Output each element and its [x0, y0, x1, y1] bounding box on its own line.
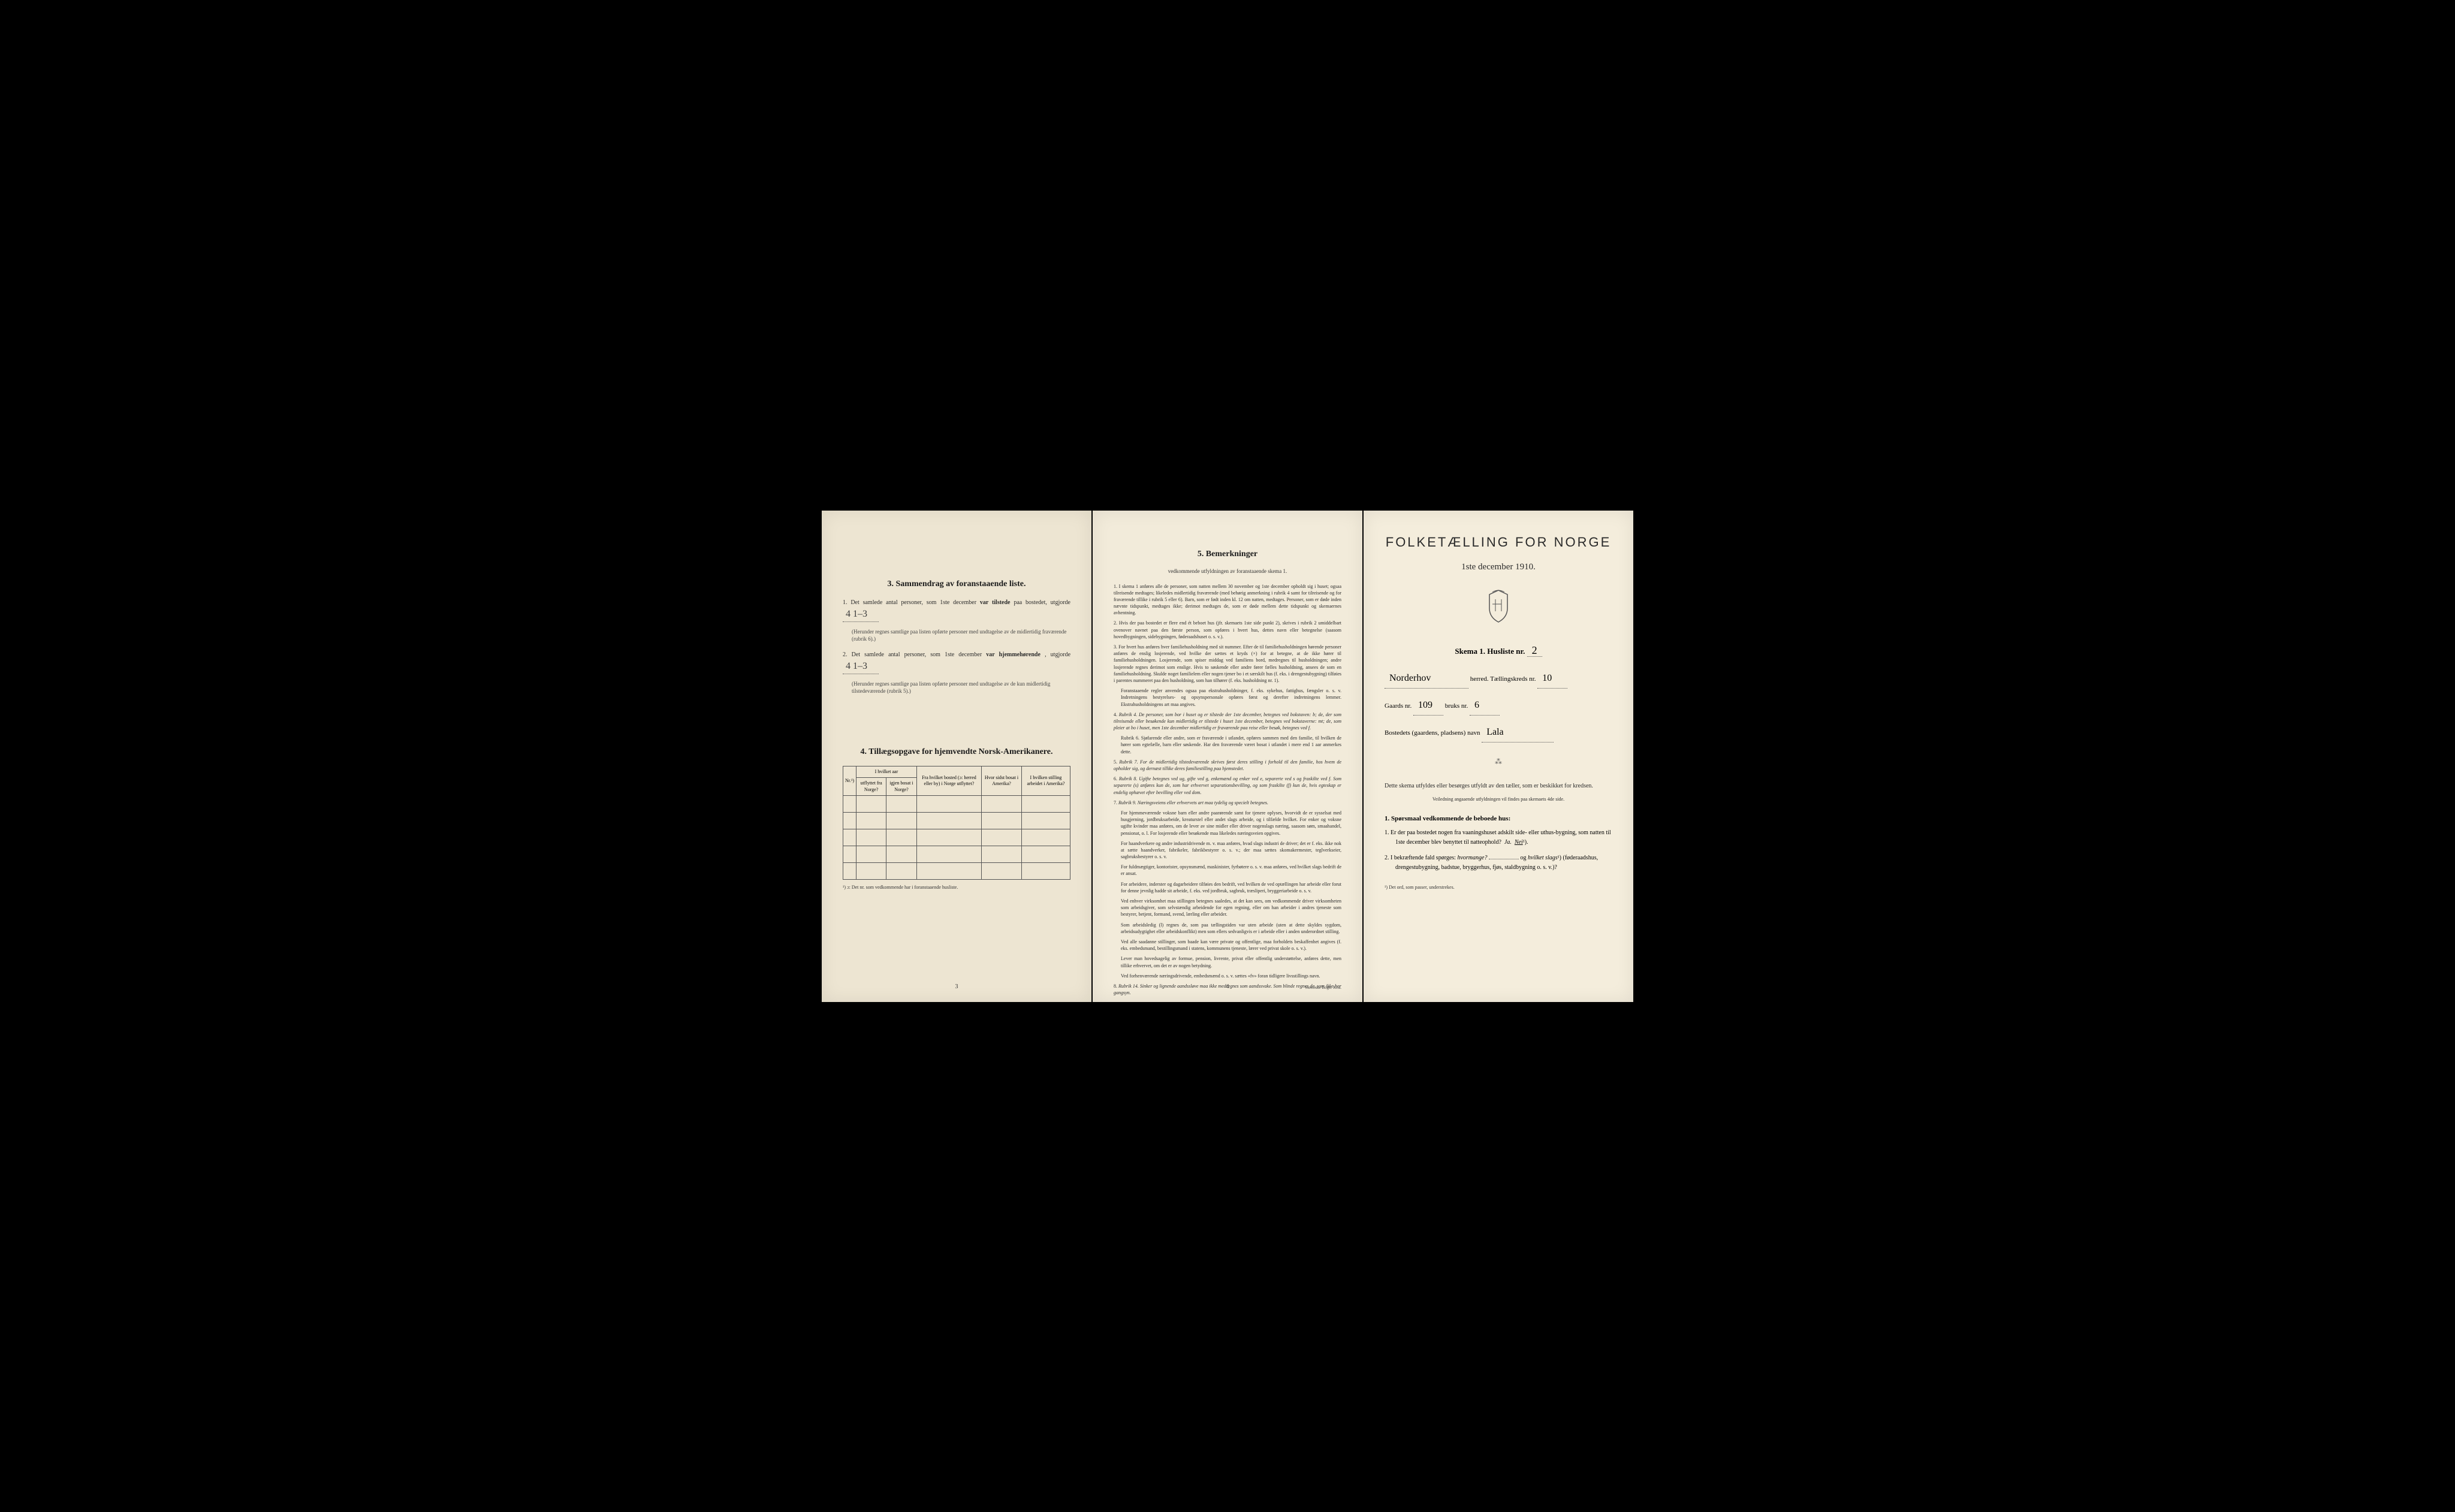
hjemmehorende-count: 4 1–3 [843, 659, 879, 674]
main-instruction: Dette skema utfyldes eller besørges utfy… [1385, 781, 1612, 791]
remark-7-p2: For haandverkere og andre industridriven… [1121, 840, 1341, 861]
page-cover: FOLKETÆLLING FOR NORGE 1ste december 191… [1364, 511, 1633, 1002]
section-3-item-2: 2. Det samlede antal personer, som 1ste … [843, 650, 1070, 674]
remark-7-p9: Ved forhenværende næringsdrivende, embed… [1121, 973, 1341, 979]
th-igjen-bosat: igjen bosat i Norge? [886, 778, 917, 796]
th-hvilket-aar: I hvilket aar [856, 766, 917, 777]
census-title: FOLKETÆLLING FOR NORGE [1385, 535, 1612, 550]
remark-3: 3. For hvert hus anføres hver familiehus… [1114, 644, 1341, 684]
bosted-value: Lala [1482, 723, 1554, 743]
section-5-heading: 5. Bemerkninger [1114, 550, 1341, 559]
remark-1: 1. I skema 1 anføres alle de personer, s… [1114, 583, 1341, 617]
table-footnote: ¹) ɔ: Det nr. som vedkommende har i fora… [843, 885, 1070, 890]
printer-credit: Steen'ske Bogtr. Kr.a. [1305, 985, 1341, 990]
herred-value: Norderhov [1385, 669, 1468, 689]
remark-7: 7. Rubrik 9. Næringsveiens eller erhverv… [1114, 799, 1341, 806]
remark-7-p4: For arbeidere, inderster og dagarbeidere… [1121, 881, 1341, 894]
remark-7-p1: For hjemmeværende voksne barn eller andr… [1121, 810, 1341, 837]
th-hvor-sidst: Hvor sidst bosat i Amerika? [982, 766, 1022, 795]
remark-7-p3: For fuldmægtiger, kontorister, opsynsmæn… [1121, 864, 1341, 877]
remark-2: 2. Hvis der paa bostedet er flere end ét… [1114, 620, 1341, 640]
table-row [843, 829, 1070, 846]
norsk-amerikanere-table: Nr.¹) I hvilket aar Fra hvilket bosted (… [843, 766, 1070, 880]
section-5-sub: vedkommende utfyldningen av foranstaaend… [1114, 568, 1341, 574]
answer-ja: Ja. [1504, 839, 1512, 846]
section-4-heading: 4. Tillægsopgave for hjemvendte Norsk-Am… [843, 747, 1070, 757]
th-hvilken-stilling: I hvilken stilling arbeidet i Amerika? [1022, 766, 1070, 795]
remark-3-extra: Foranstaaende regler anvendes ogsaa paa … [1121, 687, 1341, 708]
questions-heading: 1. Spørsmaal vedkommende de beboede hus: [1385, 815, 1612, 822]
answer-nei: Nei [1515, 839, 1523, 846]
page-number-4: 4 [1226, 983, 1229, 990]
kreds-nr: 10 [1537, 669, 1567, 689]
section-3-item-2-note: (Herunder regnes samtlige paa listen opf… [852, 680, 1070, 695]
remark-7-p6: Som arbeidsledig (l) regnes de, som paa … [1121, 922, 1341, 935]
herred-line: Norderhov herred. Tællingskreds nr. 10 [1385, 669, 1612, 689]
divider-icon: ⁂ [1385, 757, 1612, 766]
gaard-line: Gaards nr. 109 bruks nr. 6 [1385, 696, 1612, 716]
section-3-item-1-note: (Herunder regnes samtlige paa listen opf… [852, 628, 1070, 643]
bosted-line: Bostedets (gaardens, pladsens) navn Lala [1385, 723, 1612, 743]
remark-7-p7: Ved alle saadanne stillinger, som baade … [1121, 938, 1341, 952]
remark-7-p8: Lever man hovedsagelig av formue, pensio… [1121, 955, 1341, 968]
table-row [843, 863, 1070, 880]
bruks-nr: 6 [1470, 696, 1500, 716]
remark-6: 6. Rubrik 8. Ugifte betegnes ved ug, gif… [1114, 775, 1341, 796]
remark-7-p5: Ved enhver virksomhet maa stillingen bet… [1121, 898, 1341, 918]
page-4: 5. Bemerkninger vedkommende utfyldningen… [1093, 511, 1362, 1002]
th-utflyttet: utflyttet fra Norge? [856, 778, 886, 796]
remark-5: 5. Rubrik 7. For de midlertidig tilstede… [1114, 759, 1341, 772]
remark-4: 4. Rubrik 4. De personer, som bor i huse… [1114, 711, 1341, 732]
remark-4-extra: Rubrik 6. Sjøfarende eller andre, som er… [1121, 735, 1341, 755]
section-3-item-1: 1. Det samlede antal personer, som 1ste … [843, 598, 1070, 622]
coat-of-arms-icon [1385, 587, 1612, 626]
section-3-heading: 3. Sammendrag av foranstaaende liste. [843, 580, 1070, 589]
footnote-1: ¹) Det ord, som passer, understrekes. [1385, 885, 1612, 890]
question-1: 1. Er der paa bostedet nogen fra vaaning… [1395, 828, 1612, 847]
th-nr: Nr.¹) [843, 766, 856, 795]
tilstede-count: 4 1–3 [843, 607, 879, 622]
question-2: 2. I bekræftende fald spørges: hvormange… [1395, 853, 1612, 873]
table-row [843, 813, 1070, 829]
census-date: 1ste december 1910. [1385, 562, 1612, 572]
husliste-nr: 2 [1527, 644, 1542, 657]
table-body [843, 796, 1070, 880]
page-3: 3. Sammendrag av foranstaaende liste. 1.… [822, 511, 1091, 1002]
page-number-3: 3 [955, 983, 958, 990]
sub-instruction: Veiledning angaaende utfyldningen vil fi… [1385, 796, 1612, 804]
th-fra-bosted: Fra hvilket bosted (ɔ: herred eller by) … [916, 766, 981, 795]
gaards-nr: 109 [1413, 696, 1443, 716]
skema-line: Skema 1. Husliste nr. 2 [1385, 644, 1612, 657]
table-row [843, 796, 1070, 813]
document-spread: 3. Sammendrag av foranstaaende liste. 1.… [822, 511, 1633, 1002]
table-row [843, 846, 1070, 863]
